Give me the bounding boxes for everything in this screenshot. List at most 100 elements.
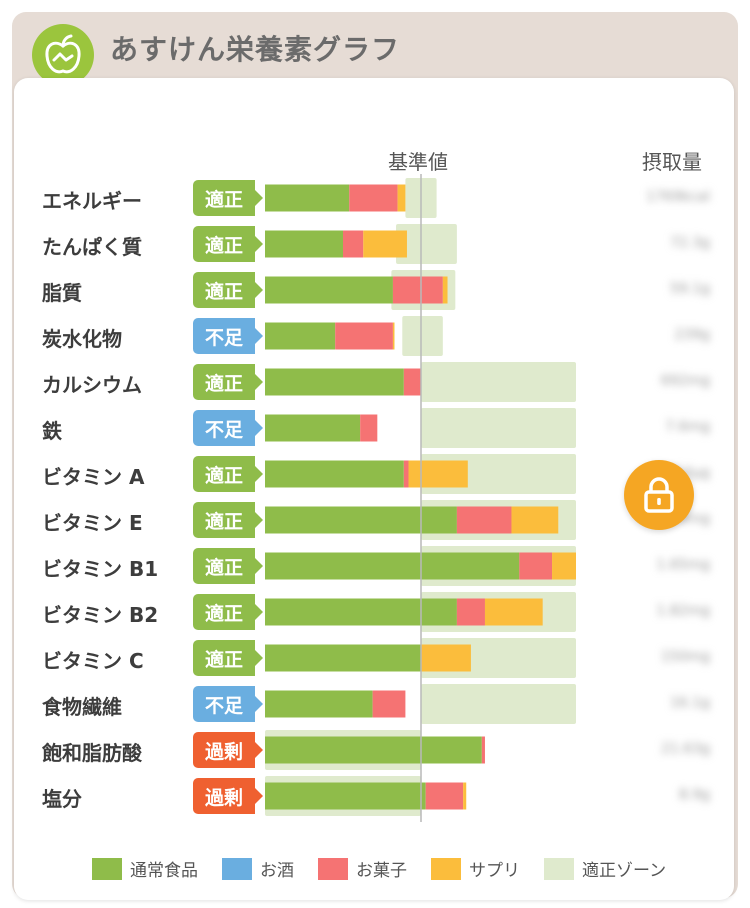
nutrient-label: 炭水化物 bbox=[42, 327, 122, 351]
appropriate-zone bbox=[421, 362, 576, 402]
bar-segment bbox=[265, 552, 520, 580]
intake-value: 1.65mg bbox=[656, 557, 710, 573]
appropriate-zone bbox=[396, 224, 457, 264]
intake-value: 1769kcal bbox=[646, 189, 710, 205]
status-badge: 不足 bbox=[193, 686, 263, 722]
nutrient-label: ビタミン E bbox=[42, 511, 143, 535]
status-badge: 適正 bbox=[193, 502, 263, 538]
lock-icon bbox=[644, 477, 674, 513]
intake-value: 239g bbox=[674, 327, 710, 343]
bar-segment bbox=[403, 460, 409, 488]
legend-item: お酒 bbox=[222, 856, 294, 881]
bar-segment bbox=[265, 782, 426, 810]
bar-segment bbox=[442, 276, 448, 304]
status-badge: 適正 bbox=[193, 180, 263, 216]
bar-segment bbox=[265, 414, 361, 442]
status-badge: 適正 bbox=[193, 640, 263, 676]
legend-item: お菓子 bbox=[318, 856, 407, 881]
bar-segment bbox=[403, 368, 421, 396]
nutrient-label: ビタミン B1 bbox=[42, 557, 159, 581]
bar-segment bbox=[456, 598, 485, 626]
bar-segment bbox=[265, 322, 336, 350]
intake-value: 21.63g bbox=[661, 741, 710, 757]
legend-swatch bbox=[92, 857, 122, 880]
intake-value: 692mg bbox=[660, 373, 710, 389]
nutrient-label: ビタミン C bbox=[42, 649, 144, 673]
page-title: あすけん栄養素グラフ bbox=[110, 33, 401, 66]
legend-swatch bbox=[222, 857, 252, 880]
appropriate-zone bbox=[421, 684, 576, 724]
bar-segment bbox=[552, 552, 576, 580]
apple-icon bbox=[32, 24, 94, 86]
legend-item: 適正ゾーン bbox=[544, 856, 666, 881]
bar-segment bbox=[349, 184, 398, 212]
status-badge: 不足 bbox=[193, 410, 263, 446]
appropriate-zone bbox=[421, 408, 576, 448]
bar-segment bbox=[519, 552, 553, 580]
legend-label: 通常食品 bbox=[130, 861, 198, 881]
bar-segment bbox=[421, 644, 471, 672]
intake-value: 16.1g bbox=[669, 695, 710, 711]
status-badge: 適正 bbox=[193, 272, 263, 308]
status-badge: 適正 bbox=[193, 548, 263, 584]
bar-segment bbox=[265, 230, 343, 258]
bar-segment bbox=[265, 506, 457, 534]
legend-label: お酒 bbox=[260, 861, 294, 881]
bar-segment bbox=[484, 598, 543, 626]
status-badge: 適正 bbox=[193, 594, 263, 630]
bar-segment bbox=[397, 184, 406, 212]
bar-segment bbox=[481, 736, 485, 764]
bar-segment bbox=[363, 230, 407, 258]
status-badge: 適正 bbox=[193, 456, 263, 492]
bar-segment bbox=[265, 690, 373, 718]
nutrient-label: 鉄 bbox=[42, 419, 62, 443]
intake-value: 8.9g bbox=[678, 787, 710, 803]
bar-segment bbox=[372, 690, 406, 718]
status-badge: 過剰 bbox=[193, 732, 263, 768]
bar-segment bbox=[335, 322, 393, 350]
nutrient-label: たんぱく質 bbox=[42, 235, 142, 259]
bar-segment bbox=[265, 598, 457, 626]
intake-value: 7.6mg bbox=[665, 419, 710, 435]
bar-segment bbox=[392, 322, 395, 350]
legend-item: サプリ bbox=[431, 856, 520, 881]
nutrient-label: エネルギー bbox=[42, 189, 142, 213]
legend-label: サプリ bbox=[469, 861, 520, 881]
legend-swatch bbox=[544, 857, 574, 880]
bar-segment bbox=[463, 782, 467, 810]
baseline-header: 基準値 bbox=[388, 150, 448, 174]
nutrient-label: ビタミン A bbox=[42, 465, 145, 489]
bar-segment bbox=[265, 276, 393, 304]
bar-segment bbox=[360, 414, 378, 442]
status-badge: 適正 bbox=[193, 364, 263, 400]
bar-segment bbox=[425, 782, 464, 810]
legend-label: 適正ゾーン bbox=[582, 861, 667, 881]
nutrient-label: 飽和脂肪酸 bbox=[42, 741, 142, 765]
bar-segment bbox=[408, 460, 468, 488]
bar-segment bbox=[265, 368, 404, 396]
legend-item: 通常食品 bbox=[92, 856, 198, 881]
bar-segment bbox=[265, 736, 482, 764]
status-badge: 不足 bbox=[193, 318, 263, 354]
nutrient-label: 食物繊維 bbox=[42, 695, 122, 719]
status-badge: 適正 bbox=[193, 226, 263, 262]
bar-segment bbox=[265, 644, 421, 672]
intake-value: 1.82mg bbox=[656, 603, 710, 619]
legend-swatch bbox=[431, 857, 461, 880]
intake-value: 72.3g bbox=[669, 235, 710, 251]
bar-segment bbox=[511, 506, 559, 534]
bar-segment bbox=[392, 276, 443, 304]
unlock-button[interactable] bbox=[624, 460, 694, 530]
nutrient-label: ビタミン B2 bbox=[42, 603, 159, 627]
bar-segment bbox=[343, 230, 364, 258]
nutrient-label: カルシウム bbox=[42, 373, 142, 397]
bar-segment bbox=[265, 460, 404, 488]
intake-value: 59.1g bbox=[669, 281, 710, 297]
legend-swatch bbox=[318, 857, 348, 880]
nutrient-label: 塩分 bbox=[42, 787, 82, 811]
nutrient-label: 脂質 bbox=[42, 281, 82, 305]
bar-segment bbox=[456, 506, 512, 534]
status-badge: 過剰 bbox=[193, 778, 263, 814]
chart-legend: 通常食品 お酒 お菓子 サプリ 適正ゾーン bbox=[92, 856, 690, 881]
